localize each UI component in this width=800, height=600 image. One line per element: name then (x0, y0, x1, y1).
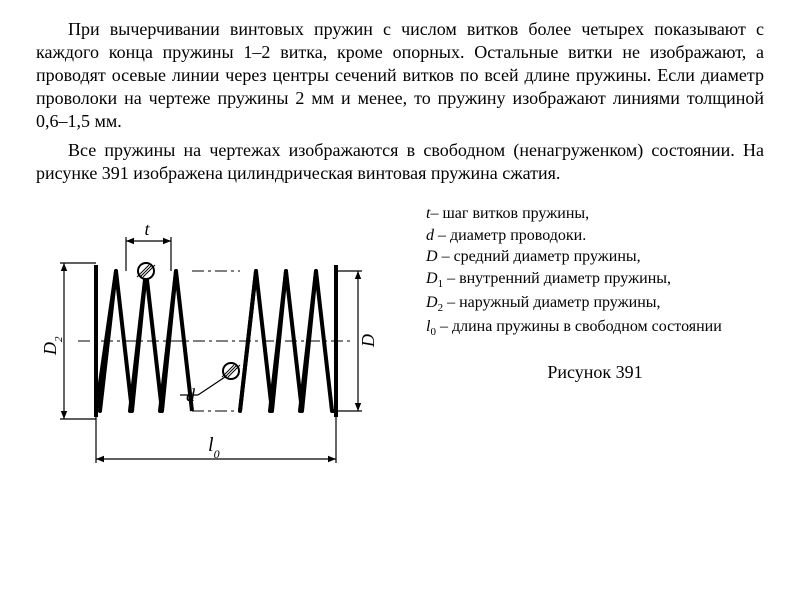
legend-D1: D1 – внутренний диаметр пружины, (426, 268, 764, 292)
paragraph-1: При вычерчивании винтовых пружин с число… (36, 18, 764, 133)
paragraph-2: Все пружины на чертежах изображаются в с… (36, 139, 764, 185)
legend-t: t– шаг витков пружины, (426, 203, 764, 225)
legend-d: d – диаметр проводоки. (426, 225, 764, 247)
spring-diagram: d t D2 Dl0 (36, 211, 396, 491)
legend-D2: D2 – наружный диаметр пружины, (426, 292, 764, 316)
legend-D: D – средний диаметр пружины, (426, 246, 764, 268)
legend: t– шаг витков пружины, d – диаметр прово… (406, 193, 764, 383)
svg-text:l0: l0 (208, 434, 220, 461)
svg-text:D2: D2 (40, 336, 65, 356)
svg-text:d: d (186, 385, 196, 405)
svg-text:D: D (358, 334, 378, 348)
legend-l0: l0 – длина пружины в свободном состоянии (426, 316, 764, 340)
svg-text:t: t (145, 219, 151, 239)
figure-caption: Рисунок 391 (426, 362, 764, 383)
